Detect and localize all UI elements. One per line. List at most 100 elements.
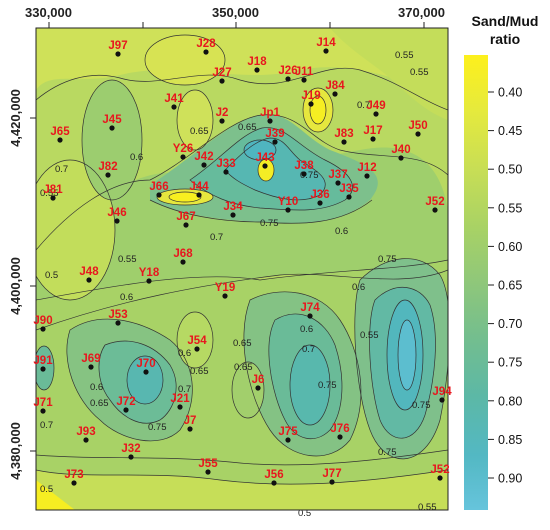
well-marker <box>370 136 376 142</box>
contour-label: 0.55 <box>395 50 414 61</box>
north-trough-core <box>244 140 276 160</box>
contour-label: 0.7 <box>357 100 370 111</box>
well-marker <box>109 125 115 131</box>
y-tick-label: 4,420,000 <box>8 89 23 147</box>
well-marker <box>105 172 111 178</box>
well-label: J17 <box>363 125 382 137</box>
well-label: J75 <box>278 426 298 438</box>
x-axis-labels: 330,000 350,000 370,000 <box>25 5 445 20</box>
well-marker <box>267 118 273 124</box>
well-label: J71 <box>33 397 53 409</box>
legend-tick-label: 0.45 <box>498 124 522 138</box>
well-label: Y18 <box>139 267 160 279</box>
well-marker <box>115 320 121 326</box>
contour-label: 0.7 <box>302 344 315 355</box>
contour <box>243 139 277 161</box>
well-label: J74 <box>300 302 320 314</box>
well-label: J44 <box>189 181 209 193</box>
well-marker <box>114 218 120 224</box>
well-label: J36 <box>310 189 329 201</box>
well-label: J55 <box>198 458 218 470</box>
well-marker <box>143 369 149 375</box>
contour-label: 0.7 <box>210 232 223 243</box>
well-marker <box>437 475 443 481</box>
well-label: J39 <box>265 128 284 140</box>
well-label: J28 <box>196 38 216 50</box>
contour-labels: 0.55 0.65 0.7 0.6 0.65 0.75 0.6 0.55 0.7… <box>40 50 437 519</box>
legend-tick-label: 0.90 <box>498 472 522 486</box>
well-marker <box>262 163 268 169</box>
contour-label: 0.55 <box>40 188 59 199</box>
well-marker <box>83 437 89 443</box>
contour <box>189 127 353 211</box>
well-label: J7 <box>184 415 197 427</box>
well-marker <box>183 222 189 228</box>
contour-label: 0.75 <box>378 254 397 265</box>
contour <box>36 114 448 251</box>
contour-label: 0.6 <box>335 226 348 237</box>
well-label: J21 <box>170 393 190 405</box>
well-marker <box>285 207 291 213</box>
well-marker <box>255 385 261 391</box>
well-label: J68 <box>173 248 193 260</box>
contour-label: 0.6 <box>300 324 313 335</box>
top-zone <box>36 28 448 95</box>
well-marker <box>57 137 63 143</box>
well-marker <box>398 155 404 161</box>
well-marker <box>301 171 307 177</box>
well-label: J11 <box>295 66 314 78</box>
well-label: J70 <box>136 358 155 370</box>
well-marker <box>156 192 162 198</box>
well-label: J33 <box>216 158 235 170</box>
contour <box>168 191 202 203</box>
contour-label: 0.75 <box>318 380 337 391</box>
well-marker <box>177 404 183 410</box>
contour <box>302 87 334 133</box>
well-marker <box>439 397 445 403</box>
contour <box>397 319 417 391</box>
contour <box>354 258 448 460</box>
legend-tick-label: 0.80 <box>498 394 522 408</box>
contour <box>36 269 448 331</box>
well-marker <box>254 67 260 73</box>
well-marker <box>187 426 193 432</box>
contour <box>36 345 55 391</box>
well-label: J66 <box>149 181 168 193</box>
legend-tick-label: 0.70 <box>498 317 522 331</box>
well-label: J26 <box>278 65 297 77</box>
j19-high-core <box>310 96 326 124</box>
contour-label: 0.75 <box>412 400 431 411</box>
well-label: J35 <box>339 183 359 195</box>
well-marker <box>40 366 46 372</box>
well-marker <box>285 76 291 82</box>
contour <box>36 159 116 301</box>
well-marker <box>301 77 307 83</box>
contour-label: 0.7 <box>178 384 191 395</box>
well-marker <box>86 277 92 283</box>
legend-tick-label: 0.60 <box>498 240 522 254</box>
contour-label: 0.65 <box>90 398 109 409</box>
well-label: J6 <box>252 374 265 386</box>
well-marker <box>272 139 278 145</box>
well-label: J77 <box>322 468 341 480</box>
j28-high <box>145 35 225 85</box>
contour-label: 0.65 <box>190 126 209 137</box>
contour <box>81 79 143 201</box>
contour-lines <box>36 34 448 485</box>
well-label: J93 <box>76 426 95 438</box>
contour-label: 0.55 <box>418 502 437 513</box>
contour-label: 0.5 <box>40 484 53 495</box>
contour <box>66 318 193 442</box>
legend-title: Sand/Mud <box>472 13 539 29</box>
legend-tick-label: 0.75 <box>498 356 522 370</box>
well-label: J83 <box>334 128 353 140</box>
well-label: J37 <box>328 169 347 181</box>
well-marker <box>194 346 200 352</box>
well-marker <box>88 364 94 370</box>
well-marker <box>115 51 121 57</box>
x-tick-label: 370,000 <box>398 5 445 20</box>
x-tick-label: 350,000 <box>212 5 259 20</box>
well-label: J54 <box>187 335 207 347</box>
contour-label: 0.5 <box>298 508 311 519</box>
